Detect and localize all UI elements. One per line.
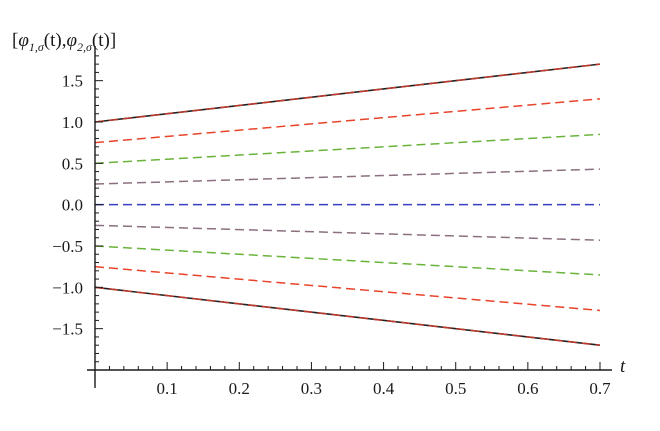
y-axis-label-arg-1: (t) xyxy=(44,30,62,51)
y-axis-label-sub-2: 2,σ xyxy=(77,40,93,54)
x-tick-label: 0.2 xyxy=(229,379,250,398)
axes-layer xyxy=(87,46,612,388)
series-line-9 xyxy=(94,265,601,312)
y-axis-label-close: ] xyxy=(110,30,116,51)
x-tick-label: 0.7 xyxy=(589,379,611,398)
y-axis-label-sub-1: 1,σ xyxy=(29,40,45,54)
y-axis-label-arg-2: (t) xyxy=(92,30,110,51)
y-tick-label: 0.0 xyxy=(62,196,83,215)
y-tick-label: −0.5 xyxy=(52,237,83,256)
y-tick-label: 0.5 xyxy=(62,154,83,173)
ticks-layer: 0.1 0.2 0.3 0.4 0.5 0.6 0.7 −1.5 −1.0 −0.5 0.0 0.5 1… xyxy=(52,55,611,398)
x-tick-label: 0.1 xyxy=(157,379,178,398)
x-tick-label: 0.6 xyxy=(517,379,538,398)
x-axis-label: t xyxy=(620,356,626,377)
y-axis-label-phi-1: φ xyxy=(18,30,29,51)
y-axis-label-open: [ xyxy=(12,30,18,51)
series-line-8 xyxy=(94,245,601,276)
y-axis-label-comma: , xyxy=(62,30,67,51)
x-tick-label: 0.5 xyxy=(445,379,466,398)
y-tick-label: 1.0 xyxy=(62,113,83,132)
series-line-5 xyxy=(94,168,601,185)
series-layer xyxy=(94,63,601,346)
x-tick-label: 0.3 xyxy=(301,379,322,398)
series-line-3 xyxy=(94,98,601,144)
x-tick-label: 0.4 xyxy=(373,379,395,398)
y-tick-label: −1.5 xyxy=(52,320,83,339)
series-line-7 xyxy=(94,224,601,241)
series-line-4 xyxy=(94,133,601,165)
y-axis-label-phi-2: φ xyxy=(66,30,77,51)
series-line-2 xyxy=(94,63,601,123)
series-line-11 xyxy=(94,286,601,346)
y-tick-label: 1.5 xyxy=(62,72,83,91)
y-axis-label: [φ1,σ(t),φ2,σ(t)] xyxy=(12,30,116,54)
y-tick-label: −1.0 xyxy=(52,278,83,297)
